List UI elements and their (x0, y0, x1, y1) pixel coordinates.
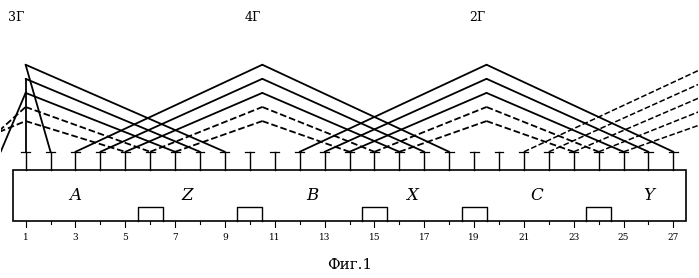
Text: 4Г: 4Г (245, 11, 261, 24)
Bar (13, 170, 686, 221)
Text: 3Г: 3Г (8, 11, 24, 24)
Text: A: A (69, 187, 82, 204)
Text: 27: 27 (668, 233, 679, 242)
Text: X: X (406, 187, 418, 204)
Text: Z: Z (182, 187, 194, 204)
Text: 17: 17 (419, 233, 430, 242)
Text: 25: 25 (618, 233, 629, 242)
Text: 3: 3 (73, 233, 78, 242)
Text: 2Г: 2Г (469, 11, 485, 24)
Text: Y: Y (643, 187, 654, 204)
Text: 23: 23 (568, 233, 579, 242)
Text: 19: 19 (468, 233, 480, 242)
Text: B: B (306, 187, 318, 204)
Text: 11: 11 (269, 233, 280, 242)
Text: C: C (530, 187, 542, 204)
Text: 15: 15 (368, 233, 380, 242)
Text: 5: 5 (122, 233, 128, 242)
Text: 1: 1 (23, 233, 29, 242)
Text: 13: 13 (319, 233, 330, 242)
Text: 21: 21 (518, 233, 530, 242)
Text: 7: 7 (172, 233, 178, 242)
Text: Фиг.1: Фиг.1 (327, 258, 372, 272)
Text: 9: 9 (222, 233, 228, 242)
